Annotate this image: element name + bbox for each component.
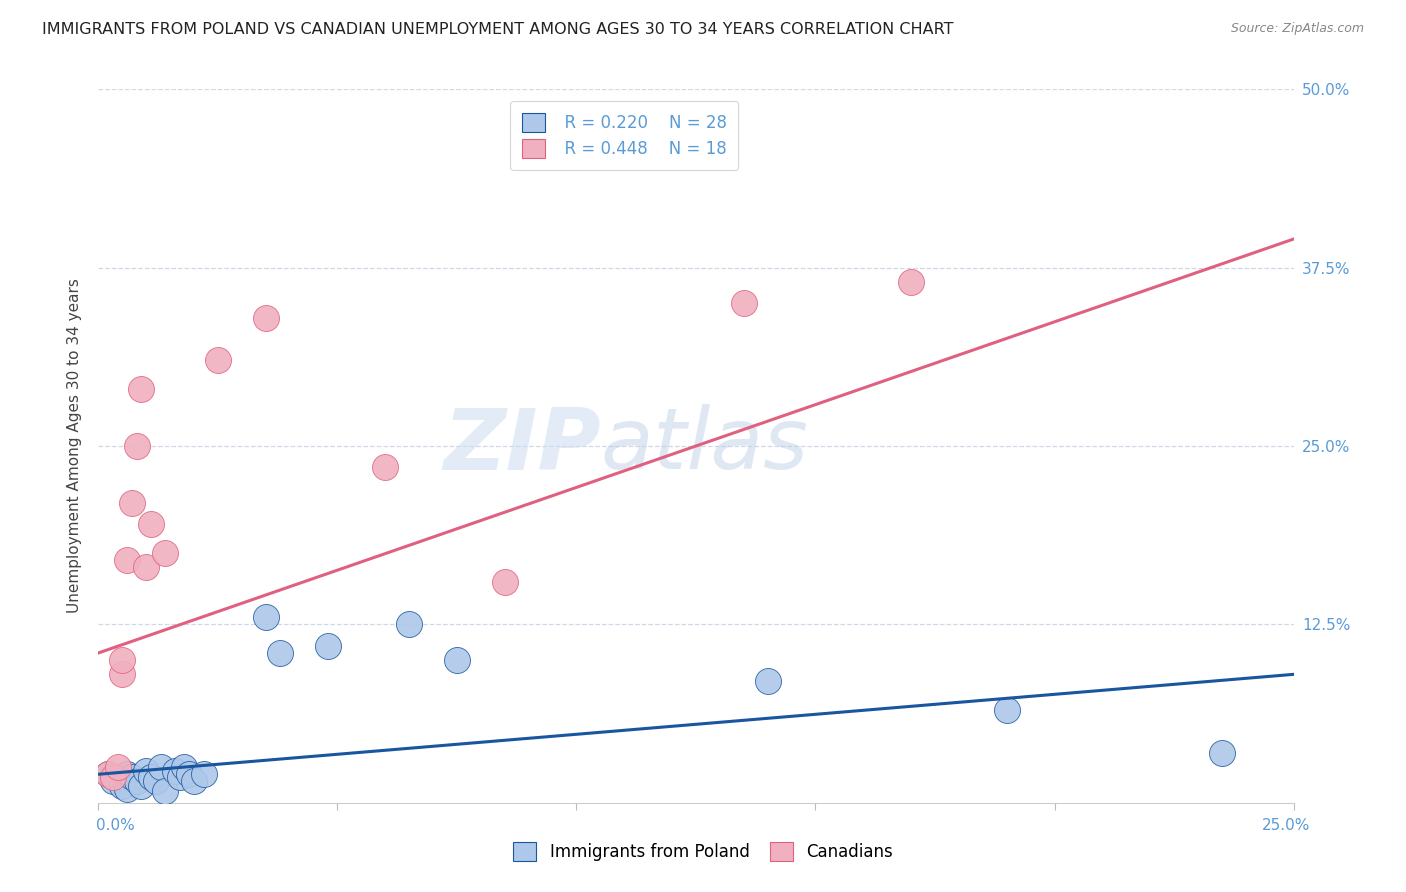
Point xyxy=(254,610,277,624)
Point xyxy=(111,667,134,681)
Point xyxy=(173,760,195,774)
Point xyxy=(193,767,215,781)
Point xyxy=(131,382,153,396)
Point xyxy=(115,781,138,796)
Point xyxy=(169,770,191,784)
Point xyxy=(254,310,277,325)
Point xyxy=(155,546,177,560)
Point xyxy=(207,353,229,368)
Legend:   R = 0.220    N = 28,   R = 0.448    N = 18: R = 0.220 N = 28, R = 0.448 N = 18 xyxy=(510,101,738,169)
Point xyxy=(269,646,291,660)
Point xyxy=(446,653,468,667)
Point xyxy=(139,517,162,532)
Point xyxy=(97,767,120,781)
Point xyxy=(183,774,205,789)
Point xyxy=(494,574,516,589)
Point xyxy=(125,439,148,453)
Point xyxy=(145,774,167,789)
Text: IMMIGRANTS FROM POLAND VS CANADIAN UNEMPLOYMENT AMONG AGES 30 TO 34 YEARS CORREL: IMMIGRANTS FROM POLAND VS CANADIAN UNEMP… xyxy=(42,22,953,37)
Point xyxy=(900,275,922,289)
Point xyxy=(101,770,124,784)
Text: 25.0%: 25.0% xyxy=(1263,818,1310,832)
Point xyxy=(756,674,779,689)
Point xyxy=(995,703,1018,717)
Point xyxy=(115,767,138,781)
Point xyxy=(97,767,120,781)
Legend: Immigrants from Poland, Canadians: Immigrants from Poland, Canadians xyxy=(506,835,900,868)
Text: 0.0%: 0.0% xyxy=(96,818,135,832)
Text: ZIP: ZIP xyxy=(443,404,600,488)
Text: Source: ZipAtlas.com: Source: ZipAtlas.com xyxy=(1230,22,1364,36)
Point xyxy=(121,770,143,784)
Point xyxy=(111,653,134,667)
Point xyxy=(374,460,396,475)
Point xyxy=(139,770,162,784)
Point xyxy=(398,617,420,632)
Point xyxy=(121,496,143,510)
Point xyxy=(135,764,157,779)
Point xyxy=(107,770,129,784)
Point xyxy=(733,296,755,310)
Point xyxy=(125,774,148,789)
Point xyxy=(131,779,153,793)
Point xyxy=(163,764,186,779)
Point xyxy=(135,560,157,574)
Y-axis label: Unemployment Among Ages 30 to 34 years: Unemployment Among Ages 30 to 34 years xyxy=(67,278,83,614)
Point xyxy=(179,767,201,781)
Point xyxy=(316,639,339,653)
Point xyxy=(107,760,129,774)
Point xyxy=(149,760,172,774)
Point xyxy=(101,774,124,789)
Point xyxy=(111,779,134,793)
Text: atlas: atlas xyxy=(600,404,808,488)
Point xyxy=(155,784,177,798)
Point xyxy=(1211,746,1233,760)
Point xyxy=(115,553,138,567)
